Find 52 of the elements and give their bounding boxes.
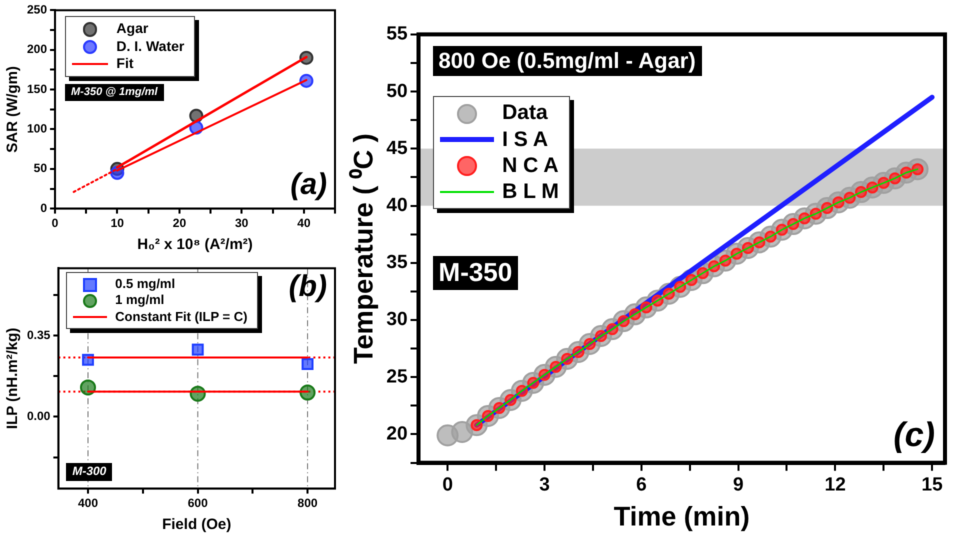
annotation: 800 Oe (0.5mg/ml - Agar): [432, 46, 702, 76]
annotation: (b): [288, 270, 327, 305]
annotation: M-350: [432, 256, 518, 290]
y-tick-label: 20: [386, 423, 408, 444]
legend-label: I S A: [502, 126, 548, 153]
annotation: M-350 @ 1mg/ml: [65, 84, 164, 101]
legend-label: 0.5 mg/ml: [115, 276, 176, 292]
legend-label: B L M: [502, 179, 559, 206]
y-tick-label: 100: [26, 122, 48, 136]
y-tick-label: 25: [386, 366, 408, 388]
y-tick-label: 30: [386, 309, 408, 330]
y-tick-label: 250: [26, 2, 48, 17]
x-tick-label: 600: [188, 496, 208, 510]
x-tick-label: 800: [298, 496, 318, 510]
y-tick-label: 55: [386, 24, 408, 45]
y-axis-title: SAR (W/gm): [4, 66, 22, 153]
legend-label: D. I. Water: [116, 38, 184, 56]
legend-label: Constant Fit (ILP = C): [115, 308, 248, 325]
legend-label: Data: [502, 100, 548, 126]
x-axis-title: H₀² x 10⁸ (A²/m²): [137, 236, 253, 254]
y-tick-label: 200: [26, 42, 48, 56]
x-tick-label: 20: [172, 216, 186, 230]
legend-label: 1 mg/ml: [115, 292, 164, 309]
x-tick-label: 3: [539, 474, 550, 496]
y-tick-label: 50: [386, 80, 408, 102]
y-tick-label: 50: [34, 161, 48, 176]
y-tick-label: 35: [386, 252, 408, 274]
x-tick-label: 15: [922, 474, 944, 496]
annotation: (a): [290, 168, 327, 203]
x-tick-label: 9: [733, 474, 744, 496]
x-axis-title: Time (min): [614, 501, 750, 532]
y-tick-label: 0.00: [26, 408, 51, 423]
x-tick-label: 12: [824, 474, 846, 496]
legend-label: Fit: [116, 55, 134, 73]
y-axis-title: Temperature ( ⁰C ): [348, 133, 379, 364]
y-tick-label: 0: [40, 200, 48, 215]
x-tick-label: 400: [78, 496, 98, 510]
y-tick-label: 150: [26, 82, 48, 96]
annotation: (c): [893, 416, 935, 455]
legend-label: N C A: [502, 152, 559, 179]
y-tick-label: 0.35: [26, 328, 51, 342]
x-tick-label: 40: [297, 216, 311, 230]
annotation: M-300: [66, 462, 112, 481]
x-tick-label: 30: [234, 216, 249, 230]
y-tick-label: 40: [386, 194, 408, 216]
y-axis-title: ILP (nH.m²/kg): [4, 328, 22, 430]
x-tick-label: 10: [110, 216, 124, 230]
legend-label: Agar: [116, 20, 148, 38]
x-tick-label: 0: [442, 474, 453, 496]
y-tick-label: 45: [386, 138, 408, 159]
x-tick-label: 6: [636, 474, 647, 496]
x-axis-title: Field (Oe): [162, 516, 232, 534]
